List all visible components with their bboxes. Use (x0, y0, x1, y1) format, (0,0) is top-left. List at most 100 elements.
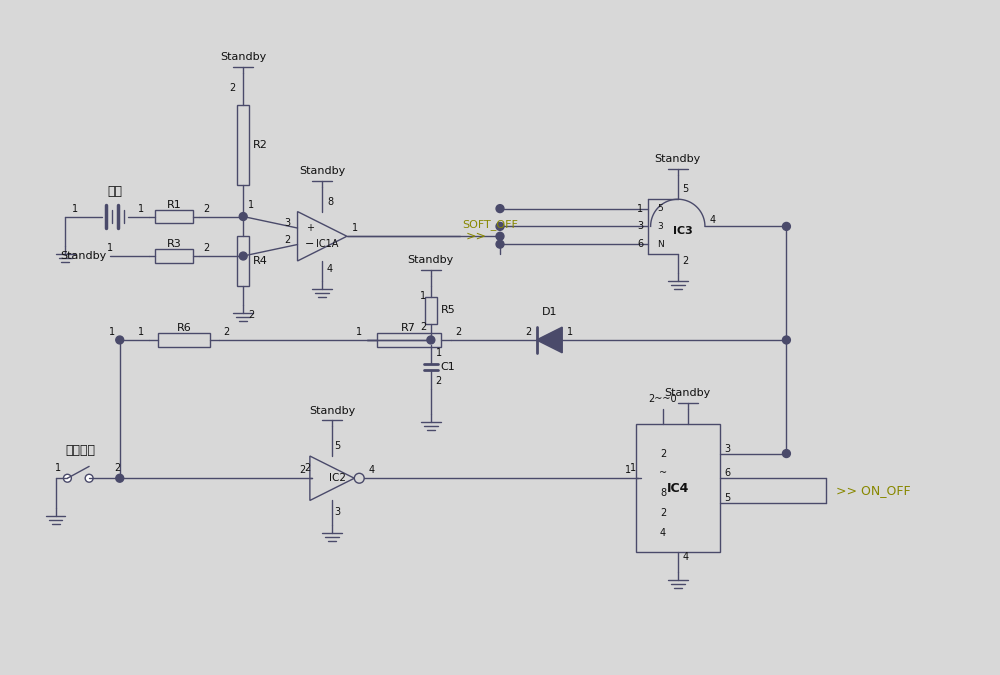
Text: 3: 3 (334, 508, 340, 517)
Text: 2: 2 (660, 449, 666, 458)
Text: 1: 1 (248, 200, 254, 210)
Circle shape (427, 336, 435, 344)
Text: R1: R1 (167, 200, 181, 210)
Text: R2: R2 (253, 140, 268, 150)
Text: D1: D1 (542, 307, 557, 317)
Text: 3: 3 (637, 221, 643, 232)
Text: 5: 5 (334, 441, 340, 451)
Bar (155, 210, 193, 223)
Text: −: − (305, 240, 315, 250)
Text: R7: R7 (401, 323, 416, 333)
Text: Standby: Standby (60, 251, 107, 261)
Text: 5: 5 (657, 204, 663, 213)
Circle shape (239, 213, 247, 221)
Text: 1: 1 (567, 327, 573, 337)
Text: 1: 1 (436, 348, 442, 358)
Bar (155, 249, 193, 263)
Text: 2: 2 (683, 256, 689, 267)
Text: 2: 2 (299, 465, 305, 475)
Text: IC2: IC2 (329, 473, 346, 483)
Text: 4: 4 (327, 264, 333, 274)
Text: ~: ~ (659, 468, 667, 479)
Circle shape (63, 475, 71, 482)
Text: 2: 2 (455, 327, 462, 337)
Text: 2: 2 (304, 463, 311, 473)
Circle shape (782, 450, 790, 458)
Text: 1: 1 (356, 327, 362, 337)
Text: 2: 2 (285, 234, 291, 244)
Text: Standby: Standby (665, 388, 711, 398)
Text: 2: 2 (229, 83, 235, 93)
Text: Standby: Standby (220, 53, 266, 63)
Text: 1: 1 (637, 204, 643, 213)
Circle shape (116, 336, 124, 344)
Circle shape (782, 336, 790, 344)
Text: 6: 6 (725, 468, 731, 479)
Text: 6: 6 (637, 239, 643, 249)
Bar (377, 333, 441, 347)
Text: 电池: 电池 (107, 186, 122, 198)
Text: R3: R3 (167, 239, 181, 249)
Text: 2: 2 (248, 310, 254, 320)
Text: Standby: Standby (655, 154, 701, 164)
Text: IC3: IC3 (673, 226, 693, 236)
Text: 5: 5 (725, 493, 731, 503)
Text: 1: 1 (109, 327, 115, 337)
Text: 5: 5 (683, 184, 689, 194)
Text: 2~~0: 2~~0 (649, 394, 677, 404)
Text: 1: 1 (138, 204, 145, 213)
Text: 1: 1 (630, 463, 636, 473)
Text: R6: R6 (177, 323, 191, 333)
Text: +: + (306, 223, 314, 233)
Text: IC1A: IC1A (316, 239, 338, 249)
Text: Standby: Standby (299, 166, 345, 176)
Text: 4: 4 (660, 528, 666, 537)
Text: 2: 2 (204, 204, 210, 213)
Text: 1: 1 (107, 243, 113, 253)
Text: 8: 8 (660, 488, 666, 498)
Text: 3: 3 (285, 218, 291, 228)
Text: 1: 1 (420, 290, 426, 300)
Bar (237, 105, 249, 185)
Text: 2: 2 (204, 243, 210, 253)
Text: IC4: IC4 (667, 482, 689, 495)
Circle shape (496, 240, 504, 248)
Text: 2: 2 (660, 508, 666, 518)
Circle shape (85, 475, 93, 482)
Circle shape (116, 475, 124, 482)
Text: 1: 1 (138, 327, 145, 337)
Bar (636, 424, 720, 552)
Text: 1: 1 (352, 223, 358, 234)
Text: Standby: Standby (408, 255, 454, 265)
Text: 电源按键: 电源按键 (65, 444, 95, 457)
Text: 2: 2 (115, 463, 121, 473)
Text: 1: 1 (625, 465, 631, 475)
Text: 3: 3 (657, 222, 663, 231)
Text: 4: 4 (710, 215, 716, 225)
Text: Standby: Standby (309, 406, 355, 416)
Bar (237, 236, 249, 286)
Text: N: N (657, 240, 663, 248)
Bar (158, 333, 210, 347)
Circle shape (782, 223, 790, 230)
Text: 2: 2 (223, 327, 230, 337)
Text: 2: 2 (420, 322, 426, 332)
Text: 1: 1 (54, 463, 61, 473)
Bar (425, 296, 437, 324)
Text: >> ON_OFF: >> ON_OFF (836, 484, 910, 497)
Text: 4: 4 (369, 465, 375, 475)
Circle shape (496, 205, 504, 213)
Text: >>: >> (465, 230, 486, 243)
Circle shape (239, 252, 247, 260)
Text: 8: 8 (327, 196, 333, 207)
Text: 2: 2 (526, 327, 532, 337)
Text: 4: 4 (683, 552, 689, 562)
Text: R4: R4 (253, 256, 268, 266)
Polygon shape (537, 327, 562, 353)
Circle shape (496, 223, 504, 230)
Text: 3: 3 (725, 443, 731, 454)
Text: R5: R5 (441, 305, 455, 315)
Text: C1: C1 (441, 362, 455, 372)
Circle shape (496, 232, 504, 240)
Text: SOFT_OFF: SOFT_OFF (462, 219, 518, 230)
